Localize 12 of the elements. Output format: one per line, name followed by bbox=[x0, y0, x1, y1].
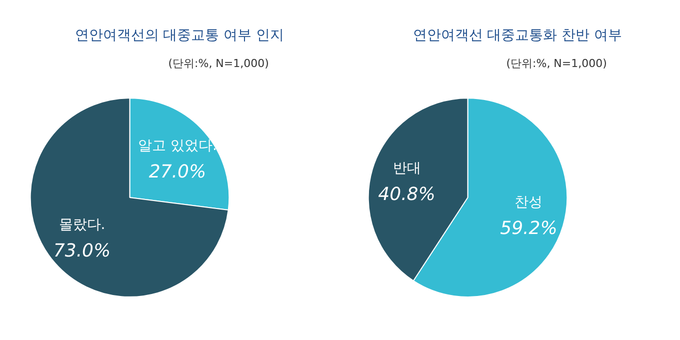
chart-title: 연안여객선의 대중교통 여부 인지 bbox=[74, 28, 284, 44]
data-label: 73.0% bbox=[53, 240, 111, 262]
data-label: 27.0% bbox=[148, 161, 206, 182]
slice-label: 찬성 bbox=[514, 194, 543, 211]
data-label: 59.2% bbox=[500, 218, 558, 240]
data-label: 40.8% bbox=[378, 184, 436, 205]
chart-subtitle: (단위:%, N=1,000) bbox=[168, 57, 269, 70]
slice-label: 몰랐다. bbox=[58, 217, 106, 234]
chart-subtitle: (단위:%, N=1,000) bbox=[506, 57, 607, 70]
slice-label: 알고 있었다. bbox=[138, 138, 217, 154]
chart-title: 연안여객선 대중교통화 찬반 여부 bbox=[412, 28, 622, 44]
slice-label: 반대 bbox=[392, 160, 421, 176]
